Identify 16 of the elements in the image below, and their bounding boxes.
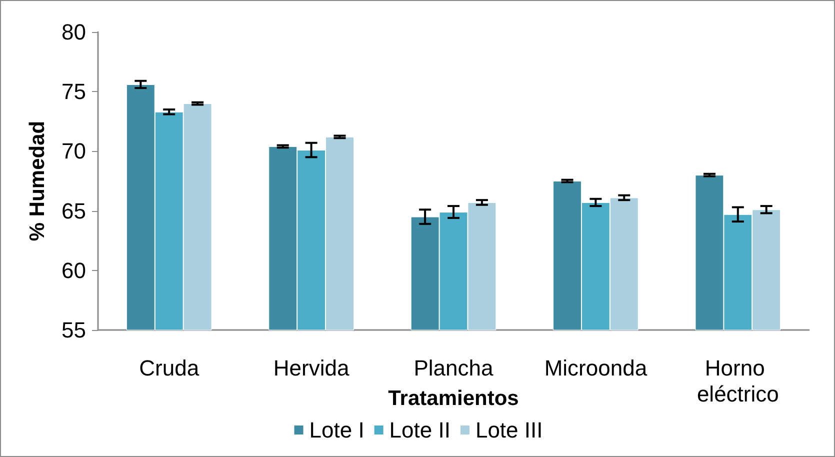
y-axis-title: % Humedad <box>26 120 49 242</box>
y-tick-label: 55 <box>62 318 86 342</box>
x-tick-label: Cruda <box>139 356 200 380</box>
y-tick-label: 70 <box>62 138 86 164</box>
legend-label: Lote II <box>389 418 450 442</box>
x-tick-label: Horno eléctrico <box>696 356 779 406</box>
y-tick-label: 75 <box>62 79 86 104</box>
x-tick-label: Hervida <box>273 356 350 380</box>
x-tick-label: Plancha <box>414 356 494 380</box>
y-tick-label: 60 <box>62 258 86 283</box>
y-tick-label: 65 <box>62 198 86 224</box>
legend-label: Lote III <box>475 418 543 442</box>
x-axis-title: Tratamientos <box>388 387 519 410</box>
y-tick-label: 80 <box>62 20 86 44</box>
legend-label: Lote I <box>309 418 364 442</box>
x-tick-label: Microonda <box>544 356 648 380</box>
